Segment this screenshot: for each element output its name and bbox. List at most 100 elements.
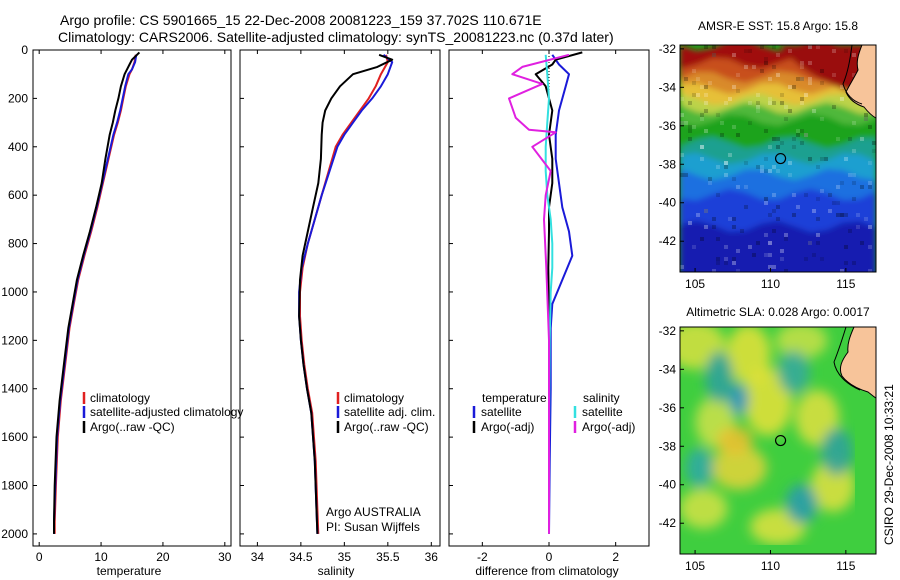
sst-pixel xyxy=(684,121,688,125)
sst-pixel xyxy=(728,97,732,101)
sst-pixel xyxy=(768,97,772,101)
sst-pixel xyxy=(704,209,708,213)
sst-pixel xyxy=(852,261,856,265)
sst-pixel xyxy=(796,205,800,209)
sst-pixel xyxy=(700,85,704,89)
sst-pixel xyxy=(816,233,820,237)
sst-pixel xyxy=(680,265,684,269)
sst-pixel xyxy=(732,261,736,265)
sst-pixel xyxy=(804,193,808,197)
sst-pixel xyxy=(720,133,724,137)
salinity-xlabel: salinity xyxy=(318,564,355,578)
sst-pixel xyxy=(772,193,776,197)
legend-label-sal-argo: Argo(-adj) xyxy=(582,420,635,434)
sst-pixel xyxy=(808,45,812,49)
x-tick-label: 20 xyxy=(156,550,170,564)
salinity-panel: 34 34.5 35 35.5 36 salinity climatology sate… xyxy=(239,49,441,578)
sst-pixel xyxy=(744,49,748,53)
difference-xlabel: difference from climatology xyxy=(475,564,618,578)
sst-pixel xyxy=(728,153,732,157)
sst-pixel xyxy=(784,117,788,121)
sst-pixel xyxy=(704,129,708,133)
sst-pixel xyxy=(836,213,840,217)
sst-pixel xyxy=(796,129,800,133)
sst-pixel xyxy=(696,77,700,81)
sla-anomaly-blob xyxy=(716,426,753,455)
sst-argo-location-marker xyxy=(774,152,787,165)
sst-pixel xyxy=(812,109,816,113)
sst-pixel xyxy=(728,217,732,221)
sst-pixel xyxy=(724,245,728,249)
sst-pixel xyxy=(868,185,872,189)
sst-pixel xyxy=(776,145,780,149)
sst-map-frame xyxy=(679,44,877,273)
sst-pixel xyxy=(804,257,808,261)
sst-pixel xyxy=(852,173,856,177)
sst-pixel xyxy=(832,201,836,205)
sst-pixel xyxy=(820,189,824,193)
sst-pixel xyxy=(776,73,780,77)
x-tick-label: 30 xyxy=(218,550,232,564)
x-tick-label: 10 xyxy=(94,550,108,564)
difference-panel: -2 0 2 difference from climatology tempera… xyxy=(448,49,650,578)
sst-pixel xyxy=(744,205,748,209)
sst-pixel xyxy=(712,269,716,272)
sla-anomaly-blob xyxy=(744,367,793,436)
sst-pixel xyxy=(708,181,712,185)
series-line-salinity-argo-adj xyxy=(508,53,570,534)
sla-anomaly-blob xyxy=(710,445,767,490)
sst-pixel xyxy=(716,237,720,241)
map-x-tick-label: 105 xyxy=(685,277,705,291)
sst-pixel xyxy=(708,81,712,85)
salinity-lines xyxy=(298,53,394,534)
sst-pixel xyxy=(736,269,740,272)
map-y-tick-label: -38 xyxy=(659,439,677,453)
sst-pixel xyxy=(692,245,696,249)
sst-pixel xyxy=(840,97,844,101)
sst-pixel xyxy=(840,213,844,217)
sst-pixel xyxy=(732,125,736,129)
sst-pixel xyxy=(764,201,768,205)
sst-pixel xyxy=(724,257,728,261)
sst-pixel xyxy=(788,161,792,165)
sst-pixel xyxy=(832,49,836,53)
figure-title-line2: Climatology: CARS2006. Satellite-adjuste… xyxy=(58,29,614,45)
sst-pixel xyxy=(704,109,708,113)
sst-pixel xyxy=(716,193,720,197)
sst-pixel xyxy=(764,129,768,133)
sst-pixel xyxy=(868,245,872,249)
sst-pixel xyxy=(712,45,716,49)
series-line-argo-raw-qc xyxy=(53,51,141,534)
sst-pixel xyxy=(692,125,696,129)
sst-pixel xyxy=(848,229,852,233)
salinity-legend: climatology satellite adj. clim. Argo(..… xyxy=(336,391,435,434)
sla-anomaly-blob xyxy=(728,383,749,416)
sst-pixel xyxy=(820,69,824,73)
sst-pixel xyxy=(756,109,760,113)
sst-pixel xyxy=(700,145,704,149)
sst-pixel xyxy=(680,173,684,177)
sst-pixel xyxy=(800,101,804,105)
sst-pixel xyxy=(756,101,760,105)
map-y-tick-label: -32 xyxy=(659,42,677,56)
map-x-tick-label: 110 xyxy=(761,277,780,291)
sst-pixel xyxy=(808,81,812,85)
sst-pixel xyxy=(864,217,868,221)
sst-pixel xyxy=(732,85,736,89)
sla-land xyxy=(839,327,876,399)
y-tick-label: 800 xyxy=(8,237,28,251)
map-y-tick-label: -36 xyxy=(659,401,677,415)
sst-pixel xyxy=(816,241,820,245)
map-x-tick-label: 115 xyxy=(836,559,855,573)
sla-map-title: Altimetric SLA: 0.028 Argo: 0.0017 xyxy=(686,305,870,319)
sst-pixel xyxy=(768,213,772,217)
legend-label-satellite: satellite adj. clim. xyxy=(344,405,435,419)
sst-pixel xyxy=(868,161,872,165)
sst-pixel xyxy=(844,245,848,249)
sst-pixel xyxy=(856,213,860,217)
map-x-tick-label: 110 xyxy=(761,559,780,573)
sst-colour-band xyxy=(680,114,876,149)
sla-anomaly-blob xyxy=(785,484,818,525)
sst-pixel xyxy=(856,225,860,229)
sst-pixel xyxy=(724,173,728,177)
